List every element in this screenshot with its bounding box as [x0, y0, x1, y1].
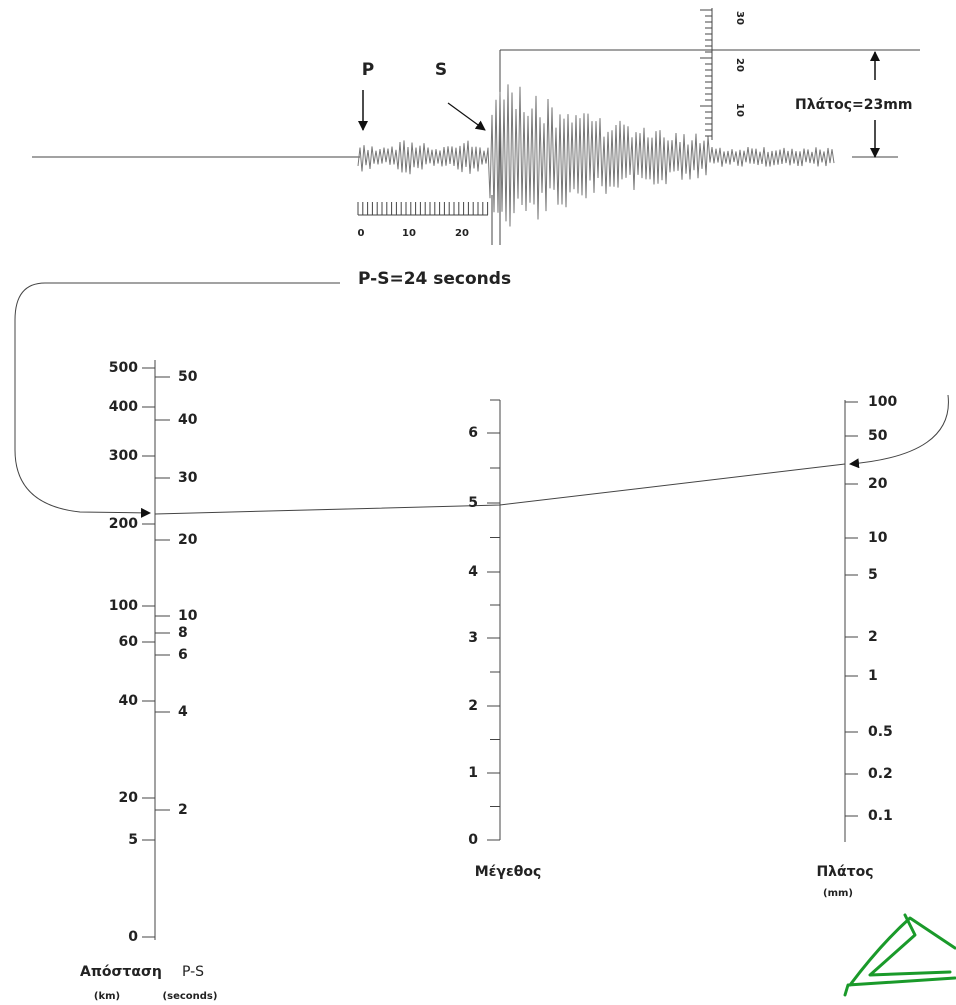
km-unit: (km) — [94, 991, 120, 1002]
km-tick-label: 60 — [119, 634, 139, 650]
seconds-tick-label: 20 — [178, 532, 198, 548]
amplitude-tick-label: 10 — [868, 530, 888, 546]
amplitude-tick-label: 5 — [868, 567, 878, 583]
km-tick-label: 0 — [128, 929, 138, 945]
amplitude-tick-label: 1 — [868, 668, 878, 684]
s-arrow — [447, 102, 486, 131]
amplitude-ruler-label: 10 — [734, 103, 745, 117]
distance-title: Απόσταση — [80, 964, 162, 980]
seconds-tick-label: 40 — [178, 412, 198, 428]
transfer-curve — [14, 282, 340, 518]
magnitude-tick-label: 6 — [468, 425, 478, 441]
s-label: S — [435, 60, 447, 80]
magnitude-tick-label: 4 — [468, 564, 478, 580]
amplitude-tick-label: 2 — [868, 629, 878, 645]
amplitude-tick-label: 0.5 — [868, 724, 893, 740]
amplitude-tick-label: 50 — [868, 428, 888, 444]
seconds-tick-label: 10 — [178, 608, 198, 624]
seconds-unit: (seconds) — [163, 991, 218, 1002]
distance-title-suffix: P-S — [182, 964, 204, 980]
time-tick-label: 10 — [402, 228, 416, 239]
km-tick-label: 20 — [119, 790, 139, 806]
magnitude-title: Μέγεθος — [475, 864, 542, 880]
amplitude-ruler-label: 20 — [734, 58, 745, 72]
magnitude-tick-label: 1 — [468, 765, 478, 781]
amplitude-tick-label: 0.1 — [868, 808, 893, 824]
time-tick-label: 0 — [358, 228, 365, 239]
amplitude-ruler-label: 30 — [734, 11, 745, 25]
amplitude-tick-label: 100 — [868, 394, 897, 410]
magnitude-tick-label: 2 — [468, 698, 478, 714]
km-tick-label: 500 — [109, 360, 138, 376]
magnitude-tick-label: 0 — [468, 832, 478, 848]
km-tick-label: 100 — [109, 598, 138, 614]
km-tick-label: 5 — [128, 832, 138, 848]
seismogram-trace — [357, 84, 835, 227]
seconds-tick-label: 8 — [178, 625, 188, 641]
seconds-tick-label: 30 — [178, 470, 198, 486]
km-tick-label: 200 — [109, 516, 138, 532]
seconds-tick-label: 50 — [178, 369, 198, 385]
seconds-tick-label: 6 — [178, 647, 188, 663]
seconds-tick-label: 4 — [178, 704, 188, 720]
km-tick-label: 300 — [109, 448, 138, 464]
magnitude-tick-label: 5 — [468, 495, 478, 511]
time-tick-label: 20 — [455, 228, 469, 239]
amplitude-reading: Πλάτος=23mm — [795, 97, 912, 113]
amplitude-unit: (mm) — [823, 888, 853, 899]
sketch — [843, 913, 956, 997]
transfer-curve — [849, 394, 949, 469]
seconds-tick-label: 2 — [178, 802, 188, 818]
amplitude-tick-label: 20 — [868, 476, 888, 492]
km-tick-label: 400 — [109, 399, 138, 415]
interval-reading: P-S=24 seconds — [358, 269, 511, 289]
amplitude-title: Πλάτος — [816, 864, 873, 880]
p-label: P — [362, 60, 374, 80]
amplitude-tick-label: 0.2 — [868, 766, 893, 782]
km-tick-label: 40 — [119, 693, 139, 709]
magnitude-tick-label: 3 — [468, 630, 478, 646]
